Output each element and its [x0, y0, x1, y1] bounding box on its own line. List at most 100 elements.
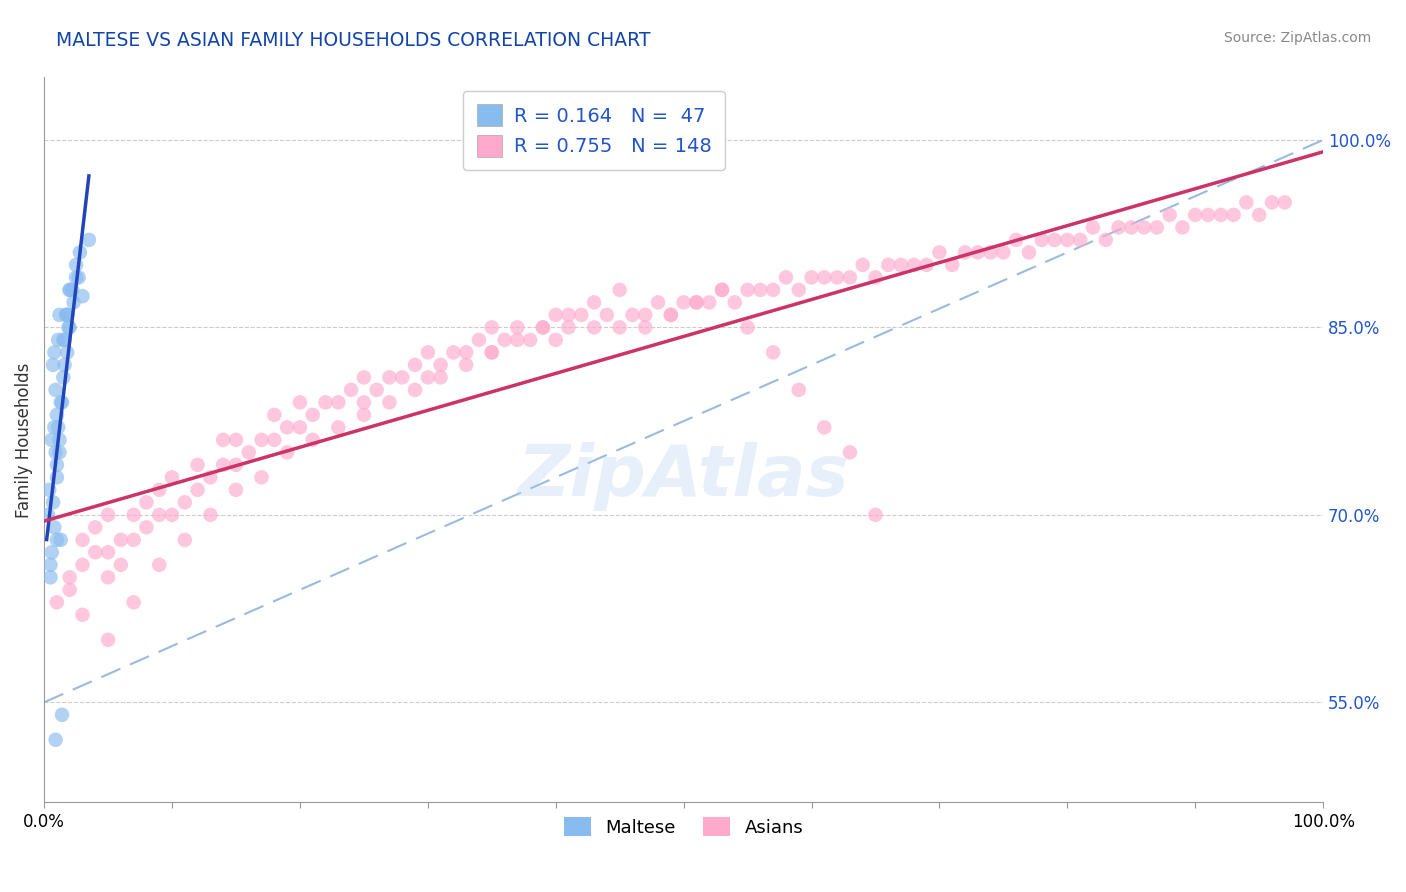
- Point: [110, 558, 132, 572]
- Point: [250, 433, 273, 447]
- Point: [404, 358, 426, 372]
- Point: [110, 533, 132, 547]
- Point: [59, 283, 82, 297]
- Point: [51, 395, 73, 409]
- Point: [250, 470, 273, 484]
- Point: [48, 445, 70, 459]
- Point: [65, 258, 87, 272]
- Point: [46, 420, 69, 434]
- Point: [634, 320, 657, 334]
- Point: [122, 533, 145, 547]
- Point: [762, 345, 785, 359]
- Point: [59, 570, 82, 584]
- Point: [494, 333, 516, 347]
- Point: [353, 395, 375, 409]
- Point: [711, 283, 734, 297]
- Point: [276, 420, 298, 434]
- Point: [441, 345, 464, 359]
- Point: [225, 483, 247, 497]
- Point: [1209, 208, 1232, 222]
- Point: [59, 320, 82, 334]
- Point: [800, 270, 823, 285]
- Point: [569, 308, 592, 322]
- Point: [1081, 220, 1104, 235]
- Point: [263, 408, 285, 422]
- Point: [813, 270, 835, 285]
- Point: [160, 508, 183, 522]
- Point: [1056, 233, 1078, 247]
- Point: [55, 308, 77, 322]
- Point: [288, 395, 311, 409]
- Point: [429, 370, 451, 384]
- Point: [212, 458, 235, 472]
- Point: [544, 333, 567, 347]
- Point: [45, 458, 67, 472]
- Point: [160, 470, 183, 484]
- Point: [200, 470, 222, 484]
- Point: [97, 545, 120, 559]
- Point: [378, 395, 401, 409]
- Point: [37, 508, 59, 522]
- Point: [647, 295, 669, 310]
- Point: [1133, 220, 1156, 235]
- Point: [749, 283, 772, 297]
- Point: [915, 258, 938, 272]
- Point: [468, 333, 491, 347]
- Point: [775, 270, 797, 285]
- Point: [263, 433, 285, 447]
- Point: [39, 558, 62, 572]
- Legend: Maltese, Asians: Maltese, Asians: [557, 810, 810, 844]
- Point: [238, 445, 260, 459]
- Point: [953, 245, 976, 260]
- Point: [737, 283, 759, 297]
- Point: [56, 345, 79, 359]
- Point: [697, 295, 720, 310]
- Point: [45, 470, 67, 484]
- Point: [877, 258, 900, 272]
- Point: [173, 533, 195, 547]
- Point: [865, 270, 887, 285]
- Point: [42, 495, 65, 509]
- Point: [583, 320, 606, 334]
- Point: [762, 283, 785, 297]
- Point: [97, 508, 120, 522]
- Point: [481, 345, 503, 359]
- Point: [993, 245, 1015, 260]
- Point: [187, 458, 209, 472]
- Text: MALTESE VS ASIAN FAMILY HOUSEHOLDS CORRELATION CHART: MALTESE VS ASIAN FAMILY HOUSEHOLDS CORRE…: [56, 31, 651, 50]
- Point: [45, 595, 67, 609]
- Point: [72, 289, 94, 303]
- Point: [456, 358, 478, 372]
- Point: [353, 408, 375, 422]
- Point: [200, 508, 222, 522]
- Point: [49, 533, 72, 547]
- Point: [48, 308, 70, 322]
- Point: [51, 707, 73, 722]
- Point: [1274, 195, 1296, 210]
- Point: [903, 258, 925, 272]
- Point: [659, 308, 682, 322]
- Point: [42, 358, 65, 372]
- Point: [44, 420, 66, 434]
- Point: [148, 483, 170, 497]
- Point: [966, 245, 988, 260]
- Point: [148, 508, 170, 522]
- Point: [53, 333, 76, 347]
- Point: [416, 370, 439, 384]
- Point: [301, 408, 323, 422]
- Point: [276, 445, 298, 459]
- Point: [225, 433, 247, 447]
- Point: [711, 283, 734, 297]
- Point: [122, 508, 145, 522]
- Point: [58, 320, 80, 334]
- Y-axis label: Family Households: Family Households: [15, 362, 32, 517]
- Text: Source: ZipAtlas.com: Source: ZipAtlas.com: [1223, 31, 1371, 45]
- Point: [838, 270, 860, 285]
- Point: [67, 270, 90, 285]
- Point: [1249, 208, 1271, 222]
- Point: [609, 283, 631, 297]
- Point: [456, 345, 478, 359]
- Point: [97, 570, 120, 584]
- Point: [1197, 208, 1219, 222]
- Text: ZipAtlas: ZipAtlas: [517, 442, 849, 510]
